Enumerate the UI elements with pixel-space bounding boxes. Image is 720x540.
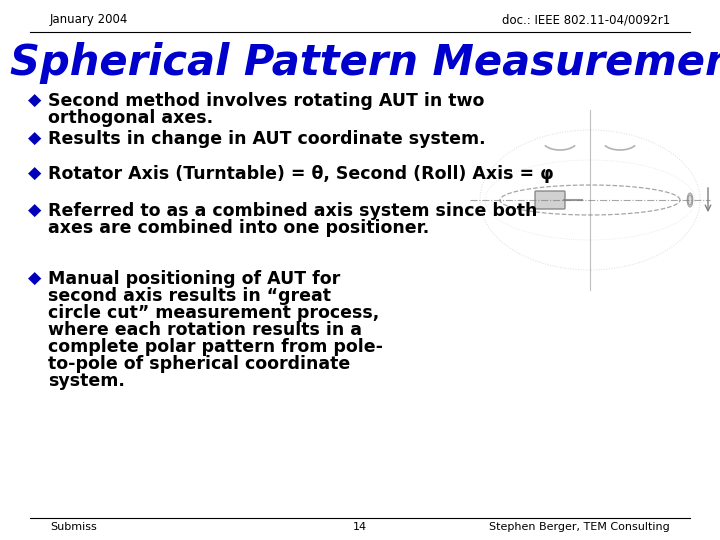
Text: Rotator Axis (Turntable) = θ, Second (Roll) Axis = φ: Rotator Axis (Turntable) = θ, Second (Ro… bbox=[48, 165, 554, 183]
Text: circle cut” measurement process,: circle cut” measurement process, bbox=[48, 304, 379, 322]
Text: 14: 14 bbox=[353, 522, 367, 532]
Text: complete polar pattern from pole-: complete polar pattern from pole- bbox=[48, 338, 383, 356]
Text: ◆: ◆ bbox=[28, 130, 41, 148]
Text: Submiss: Submiss bbox=[50, 522, 96, 532]
Text: to-pole of spherical coordinate: to-pole of spherical coordinate bbox=[48, 355, 350, 373]
Text: Stephen Berger, TEM Consulting: Stephen Berger, TEM Consulting bbox=[490, 522, 670, 532]
Text: ◆: ◆ bbox=[28, 270, 41, 288]
Text: January 2004: January 2004 bbox=[50, 14, 128, 26]
Text: ◆: ◆ bbox=[28, 202, 41, 220]
Text: system.: system. bbox=[48, 372, 125, 390]
Ellipse shape bbox=[688, 195, 692, 205]
Text: doc.: IEEE 802.11-04/0092r1: doc.: IEEE 802.11-04/0092r1 bbox=[502, 14, 670, 26]
Text: ◆: ◆ bbox=[28, 92, 41, 110]
Text: orthogonal axes.: orthogonal axes. bbox=[48, 109, 213, 127]
Text: ◆: ◆ bbox=[28, 165, 41, 183]
Text: Results in change in AUT coordinate system.: Results in change in AUT coordinate syst… bbox=[48, 130, 485, 148]
Text: where each rotation results in a: where each rotation results in a bbox=[48, 321, 362, 339]
Text: Spherical Pattern Measurement Intro: Spherical Pattern Measurement Intro bbox=[10, 42, 720, 84]
FancyBboxPatch shape bbox=[535, 191, 565, 209]
Text: Second method involves rotating AUT in two: Second method involves rotating AUT in t… bbox=[48, 92, 485, 110]
Ellipse shape bbox=[687, 193, 693, 207]
Text: Manual positioning of AUT for: Manual positioning of AUT for bbox=[48, 270, 341, 288]
Text: second axis results in “great: second axis results in “great bbox=[48, 287, 331, 305]
Text: Referred to as a combined axis system since both: Referred to as a combined axis system si… bbox=[48, 202, 537, 220]
Text: axes are combined into one positioner.: axes are combined into one positioner. bbox=[48, 219, 429, 237]
